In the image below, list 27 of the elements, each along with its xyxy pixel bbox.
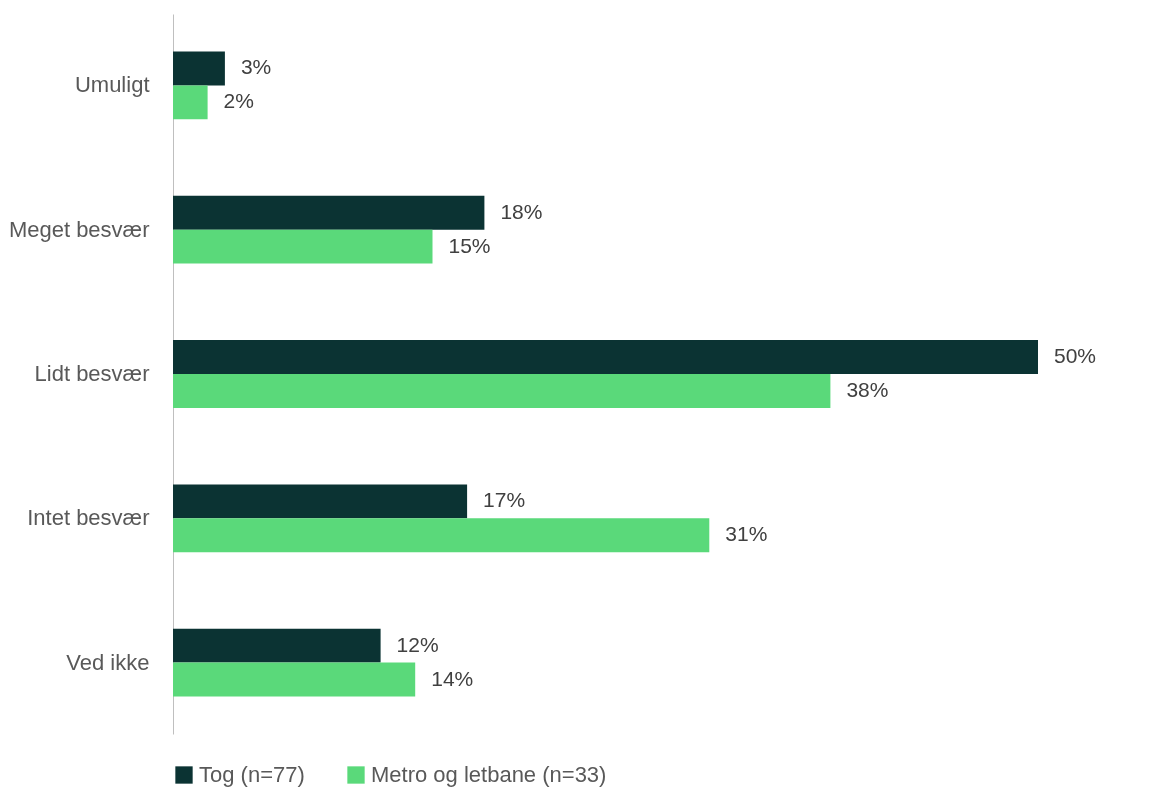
bar bbox=[173, 374, 831, 408]
data-label: 12% bbox=[396, 632, 439, 656]
bar bbox=[173, 51, 225, 86]
bar bbox=[173, 484, 468, 519]
bar bbox=[173, 662, 416, 697]
y-tick-label: Ved ikke bbox=[66, 649, 150, 675]
bar bbox=[173, 340, 1038, 374]
bar bbox=[173, 195, 485, 230]
bar bbox=[173, 229, 433, 264]
bar bbox=[173, 518, 710, 553]
legend-label: Metro og letbane (n=33) bbox=[371, 762, 607, 787]
legend-label: Tog (n=77) bbox=[199, 762, 305, 787]
bar bbox=[173, 85, 208, 120]
y-tick-label: Umuligt bbox=[74, 72, 150, 98]
data-label: 14% bbox=[431, 666, 474, 690]
data-label: 15% bbox=[448, 233, 491, 257]
data-label: 3% bbox=[240, 55, 272, 79]
data-label: 2% bbox=[223, 89, 254, 113]
bar bbox=[173, 628, 381, 663]
y-tick-label: Lidt besvær bbox=[34, 361, 150, 386]
data-label: 38% bbox=[846, 377, 889, 401]
data-label: 17% bbox=[483, 488, 526, 512]
data-label: 18% bbox=[500, 199, 543, 223]
y-tick-label: Meget besvær bbox=[8, 216, 150, 242]
y-tick-label: Intet besvær bbox=[27, 505, 150, 531]
data-label: 31% bbox=[725, 522, 768, 546]
data-label: 50% bbox=[1054, 344, 1097, 368]
